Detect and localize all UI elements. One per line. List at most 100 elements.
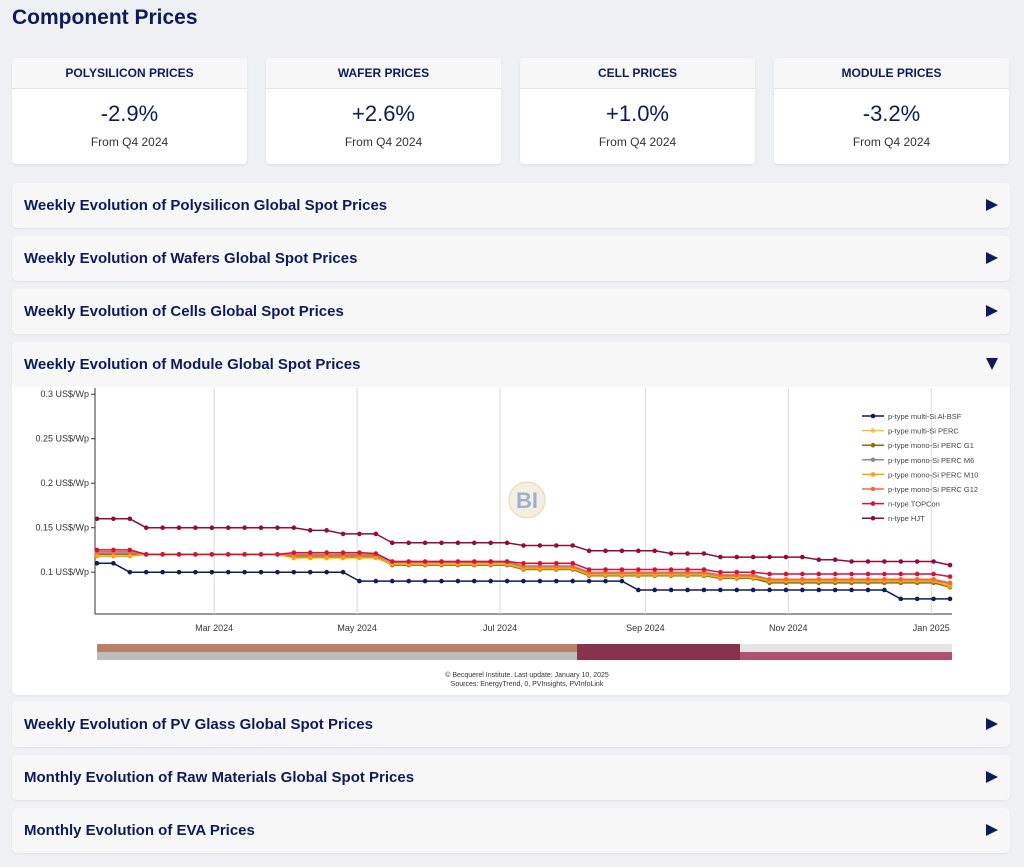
data-point — [193, 569, 198, 575]
data-point — [307, 550, 313, 555]
data-point — [471, 559, 477, 564]
data-point — [521, 578, 526, 584]
data-point — [931, 576, 936, 582]
data-point — [111, 547, 116, 553]
data-point — [701, 567, 707, 572]
expand-icon — [986, 824, 998, 836]
data-point — [734, 554, 740, 560]
data-point — [373, 555, 379, 561]
expand-icon — [986, 252, 998, 264]
data-point — [111, 553, 116, 559]
data-point — [504, 559, 510, 564]
accordion-header[interactable]: Weekly Evolution of Polysilicon Global S… — [12, 183, 1010, 228]
section-title: Monthly Evolution of Raw Materials Globa… — [24, 769, 415, 786]
x-tick-label: Sep 2024 — [626, 623, 665, 633]
section-title: Weekly Evolution of Wafers Global Spot P… — [24, 250, 358, 267]
navigator-band — [577, 644, 740, 660]
data-point — [340, 569, 346, 575]
data-point — [636, 587, 641, 593]
expand-icon — [986, 305, 998, 317]
card-title: POLYSILICON PRICES — [12, 58, 247, 89]
legend-label: p-type multi-Si Al-BSF — [888, 412, 962, 421]
data-point — [324, 550, 329, 555]
data-point — [521, 560, 526, 566]
data-point — [734, 569, 740, 575]
data-point — [882, 587, 887, 593]
legend-swatch — [870, 413, 876, 419]
data-point — [357, 531, 362, 537]
data-point — [307, 555, 313, 561]
credits: Sources: EnergyTrend, 0, PVInsights, PVI… — [451, 681, 604, 688]
section-title: Weekly Evolution of PV Glass Global Spot… — [24, 716, 373, 733]
data-point — [882, 576, 887, 582]
data-point — [718, 569, 723, 575]
accordion-header[interactable]: Weekly Evolution of Module Global Spot P… — [12, 342, 1010, 387]
chart: BI © Becquerel Institute. Last update: J… — [35, 388, 978, 688]
data-point — [865, 576, 871, 582]
navigator-band — [740, 652, 952, 660]
data-point — [554, 560, 559, 566]
data-point — [865, 571, 871, 577]
collapse-icon — [986, 358, 998, 370]
data-point — [750, 554, 756, 560]
data-point — [209, 569, 215, 575]
y-tick-label: 0.15 US$/Wp — [35, 523, 89, 533]
data-point — [619, 567, 625, 572]
accordion-header[interactable]: Weekly Evolution of Cells Global Spot Pr… — [12, 289, 1010, 334]
card-value: +1.0% — [606, 101, 669, 126]
accordion-header[interactable]: Weekly Evolution of Wafers Global Spot P… — [12, 236, 1010, 281]
data-point — [734, 587, 740, 593]
data-point — [701, 551, 707, 556]
data-point — [291, 569, 297, 575]
data-point — [209, 525, 215, 530]
data-point — [439, 578, 444, 584]
accordion-header[interactable]: Monthly Evolution of Raw Materials Globa… — [12, 755, 1010, 800]
data-point — [127, 516, 133, 522]
legend-label: p-type mono-Si PERC G12 — [888, 485, 978, 494]
card-title: MODULE PRICES — [774, 58, 1009, 89]
data-point — [406, 578, 411, 584]
data-point — [685, 567, 690, 572]
data-point — [111, 516, 116, 522]
data-point — [258, 552, 264, 557]
data-point — [685, 551, 690, 556]
data-point — [767, 576, 772, 582]
data-point — [357, 578, 362, 584]
data-point — [914, 576, 920, 582]
data-point — [586, 567, 592, 572]
plot-area — [94, 516, 953, 602]
page-title: Component Prices — [12, 6, 198, 29]
stat-card: WAFER PRICES +2.6% From Q4 2024 — [266, 58, 501, 164]
data-point — [947, 562, 953, 568]
card-sub: From Q4 2024 — [852, 135, 931, 149]
data-point — [882, 559, 887, 564]
data-point — [176, 569, 182, 575]
y-tick-label: 0.1 US$/Wp — [40, 567, 89, 577]
accordion-header[interactable]: Weekly Evolution of PV Glass Global Spot… — [12, 702, 1010, 747]
data-point — [619, 578, 625, 584]
stat-card: POLYSILICON PRICES -2.9% From Q4 2024 — [12, 58, 247, 164]
data-point — [471, 540, 477, 546]
card-value: +2.6% — [352, 101, 415, 126]
data-point — [324, 555, 329, 561]
y-tick-label: 0.25 US$/Wp — [35, 434, 89, 444]
accordion-header[interactable]: Monthly Evolution of EVA Prices — [12, 808, 1010, 853]
data-point — [570, 578, 576, 584]
section-title: Weekly Evolution of Cells Global Spot Pr… — [24, 303, 344, 320]
data-point — [242, 569, 247, 575]
section-title: Monthly Evolution of EVA Prices — [24, 822, 255, 839]
legend-label: p-type mono-Si PERC M10 — [888, 470, 978, 479]
data-point — [849, 587, 854, 593]
data-point — [111, 560, 116, 566]
data-point — [340, 550, 346, 555]
data-point — [160, 525, 165, 530]
data-point — [225, 552, 231, 557]
data-point — [258, 569, 264, 575]
data-point — [422, 540, 428, 546]
card-title: CELL PRICES — [520, 58, 755, 89]
data-point — [898, 571, 904, 577]
data-point — [242, 552, 247, 557]
data-point — [701, 587, 707, 593]
x-tick-label: Jan 2025 — [913, 623, 950, 633]
data-point — [537, 560, 543, 566]
